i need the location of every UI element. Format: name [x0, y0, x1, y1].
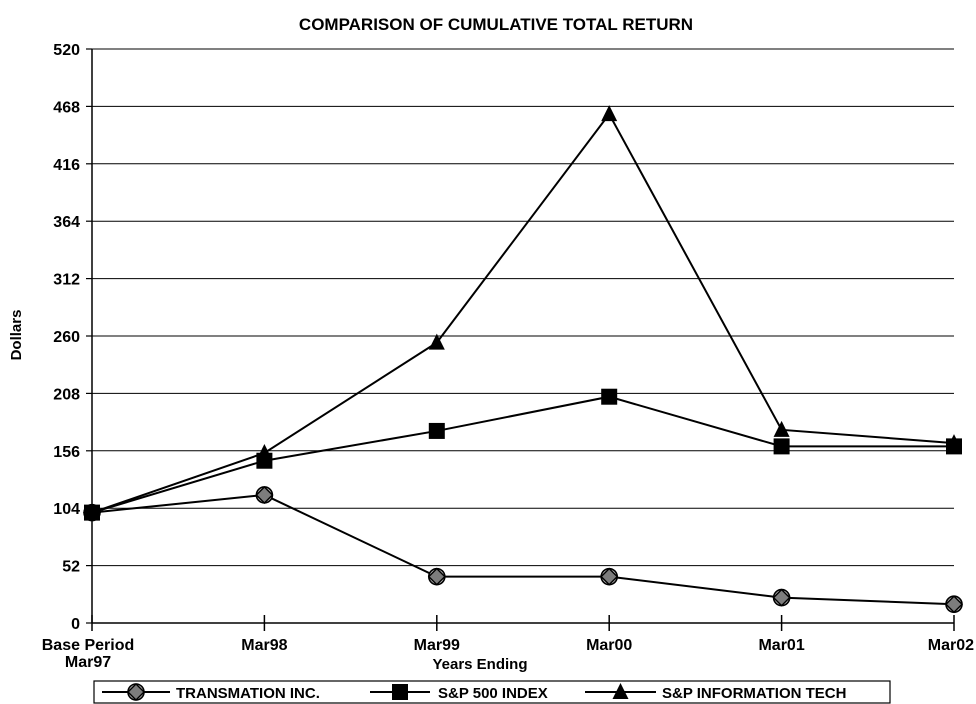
marker-diamond — [600, 567, 619, 586]
data-point — [427, 567, 446, 586]
data-point — [946, 434, 962, 451]
data-point — [601, 105, 618, 122]
y-tick-label: 156 — [53, 444, 80, 461]
x-tick-label: Mar01 — [758, 637, 804, 654]
data-point — [945, 595, 963, 614]
x-tick-label: Mar00 — [586, 637, 632, 654]
legend: TRANSMATION INC. S&P 500 INDEX S&P INFORMA… — [93, 680, 891, 704]
marker-diamond — [127, 683, 145, 701]
marker-diamond — [772, 588, 791, 607]
y-tick-label: 364 — [53, 214, 80, 231]
gridlines — [92, 48, 954, 567]
data-point — [601, 388, 618, 405]
data-point — [84, 503, 100, 520]
data-point — [428, 422, 445, 439]
y-tick-label: 0 — [71, 616, 80, 633]
y-axis-label: Dollars — [8, 310, 25, 361]
data-point — [600, 567, 619, 586]
y-tick-label: 208 — [53, 386, 80, 403]
chart-title: COMPARISON OF CUMULATIVE TOTAL RETURN — [299, 15, 693, 34]
y-tick-label: 104 — [53, 501, 80, 518]
y-tick-label: 468 — [53, 99, 80, 116]
marker-diamond — [255, 485, 274, 504]
legend-marker — [612, 683, 629, 699]
legend-box — [93, 680, 891, 704]
marker-diamond — [945, 595, 963, 614]
y-tick-label: 312 — [53, 272, 80, 289]
marker-diamond — [427, 567, 446, 586]
y-tick-label: 52 — [62, 559, 80, 576]
y-tick-label: 416 — [53, 157, 80, 174]
series-line — [91, 493, 955, 606]
data-point — [773, 438, 790, 455]
x-tick-label: Mar97 — [65, 654, 111, 671]
series-line — [91, 112, 955, 514]
x-axis-label: Years Ending — [432, 656, 527, 673]
x-tick-label: Base Period — [42, 637, 134, 654]
y-tick-label: 260 — [53, 329, 80, 346]
data-point — [256, 444, 273, 461]
x-tick-label: Mar99 — [414, 637, 460, 654]
data-point — [773, 420, 790, 437]
legend-marker — [392, 684, 408, 700]
y-tick-label: 520 — [53, 42, 80, 59]
x-tick-label: Mar98 — [241, 637, 287, 654]
x-tick-label: Mar02 — [928, 637, 974, 654]
data-series — [83, 105, 963, 614]
legend-label: S&P INFORMATION TECH — [662, 685, 846, 702]
series-diamond-circle — [83, 485, 963, 614]
series-line — [91, 395, 954, 514]
y-axis-ticks: 0 52 104 156 208 260 312 364 416 468 520 — [53, 42, 92, 633]
legend-label: S&P 500 INDEX — [438, 685, 548, 702]
data-point — [428, 333, 445, 350]
data-point — [772, 588, 791, 607]
legend-marker — [127, 683, 145, 701]
series-triangle — [84, 105, 962, 520]
legend-label: TRANSMATION INC. — [176, 685, 320, 702]
data-point — [255, 485, 274, 504]
